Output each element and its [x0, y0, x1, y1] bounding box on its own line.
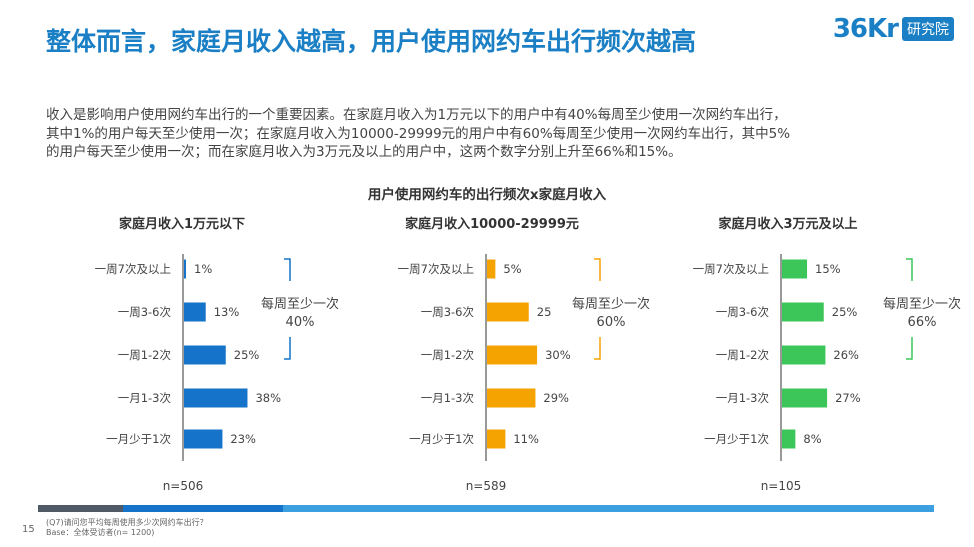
bar: [184, 345, 226, 365]
page-number: 15: [22, 524, 35, 535]
panel-title: 家庭月收入3万元及以上: [718, 216, 857, 232]
data-label: 8%: [803, 432, 821, 446]
category-label: 一周7次及以上: [95, 262, 171, 276]
weekly-value: 60%: [597, 315, 626, 330]
category-label: 一周1-2次: [716, 348, 770, 362]
category-label: 一周3-6次: [118, 305, 172, 319]
footer-bar-segment-3: [283, 505, 934, 512]
bar: [782, 259, 808, 279]
intro-line-2: 其中1%的用户每天至少使用一次；在家庭月收入为10000-29999元的用户中有…: [46, 125, 791, 142]
category-label: 一月少于1次: [704, 432, 769, 446]
bar: [782, 429, 796, 449]
weekly-label: 每周至少一次: [261, 296, 339, 312]
category-label: 一月少于1次: [106, 432, 171, 446]
sample-size: n=589: [466, 479, 507, 493]
intro-line-1: 收入是影响用户使用网约车出行的一个重要因素。在家庭月收入为1万元以下的用户中有4…: [46, 107, 787, 123]
category-label: 一周7次及以上: [398, 262, 474, 276]
bar: [487, 302, 529, 322]
weekly-label: 每周至少一次: [883, 296, 961, 312]
bar: [782, 345, 826, 365]
data-label: 30%: [545, 348, 571, 362]
data-label: 27%: [835, 391, 861, 405]
footnote-question: (Q7)请问您平均每周使用多少次网约车出行？: [46, 518, 208, 527]
panel-title: 家庭月收入10000-29999元: [405, 216, 579, 232]
category-label: 一月1-3次: [716, 391, 770, 405]
intro-paragraph: 收入是影响用户使用网约车出行的一个重要因素。在家庭月收入为1万元以下的用户中有4…: [46, 106, 941, 162]
logo-text: 研究院: [902, 17, 954, 41]
data-label: 11%: [513, 432, 539, 446]
data-label: 13%: [214, 305, 240, 319]
logo-mark: 36Kr: [832, 14, 899, 44]
bar: [184, 388, 248, 408]
bar: [782, 388, 828, 408]
intro-line-3: 的用户每天至少使用一次；而在家庭月收入为3万元及以上的用户中，这两个数字分别上升…: [46, 144, 682, 160]
bar: [184, 302, 206, 322]
data-label: 15%: [815, 262, 841, 276]
bar: [782, 302, 824, 322]
weekly-bracket: [906, 258, 913, 360]
bar: [487, 259, 496, 279]
data-label: 38%: [255, 391, 281, 405]
weekly-label: 每周至少一次: [572, 296, 650, 312]
data-label: 25%: [234, 348, 260, 362]
sample-size: n=105: [761, 479, 802, 493]
category-label: 一月1-3次: [421, 391, 475, 405]
data-label: 25%: [832, 305, 858, 319]
category-label: 一月少于1次: [409, 432, 474, 446]
category-label: 一月1-3次: [118, 391, 172, 405]
footnote: (Q7)请问您平均每周使用多少次网约车出行？ Base：全体受访者(n= 120…: [46, 518, 208, 538]
panel-title: 家庭月收入1万元以下: [119, 216, 245, 232]
category-label: 一周3-6次: [421, 305, 475, 319]
bar: [184, 259, 186, 279]
page-title: 整体而言，家庭月收入越高，用户使用网约车出行频次越高: [46, 27, 697, 56]
data-label: 26%: [833, 348, 859, 362]
data-label: 25: [537, 305, 552, 319]
data-label: 1%: [194, 262, 212, 276]
footnote-base: Base：全体受访者(n= 1200): [46, 528, 155, 537]
footer-bar-segment-2: [123, 505, 283, 512]
data-label: 23%: [230, 432, 256, 446]
bar: [487, 429, 506, 449]
weekly-bracket: [594, 258, 601, 360]
data-label: 5%: [503, 262, 521, 276]
category-label: 一周7次及以上: [693, 262, 769, 276]
footer-bar-segment-1: [38, 505, 123, 512]
category-label: 一周1-2次: [118, 348, 172, 362]
weekly-value: 40%: [286, 315, 315, 330]
bar: [487, 345, 538, 365]
bar: [487, 388, 536, 408]
weekly-value: 66%: [908, 315, 937, 330]
bar: [184, 429, 223, 449]
data-label: 29%: [543, 391, 569, 405]
category-label: 一周3-6次: [716, 305, 770, 319]
weekly-bracket: [284, 258, 291, 360]
category-label: 一周1-2次: [421, 348, 475, 362]
brand-logo: 36Kr 研究院: [833, 14, 954, 44]
chart-title: 用户使用网约车的出行频次x家庭月收入: [367, 187, 607, 203]
sample-size: n=506: [163, 479, 204, 493]
